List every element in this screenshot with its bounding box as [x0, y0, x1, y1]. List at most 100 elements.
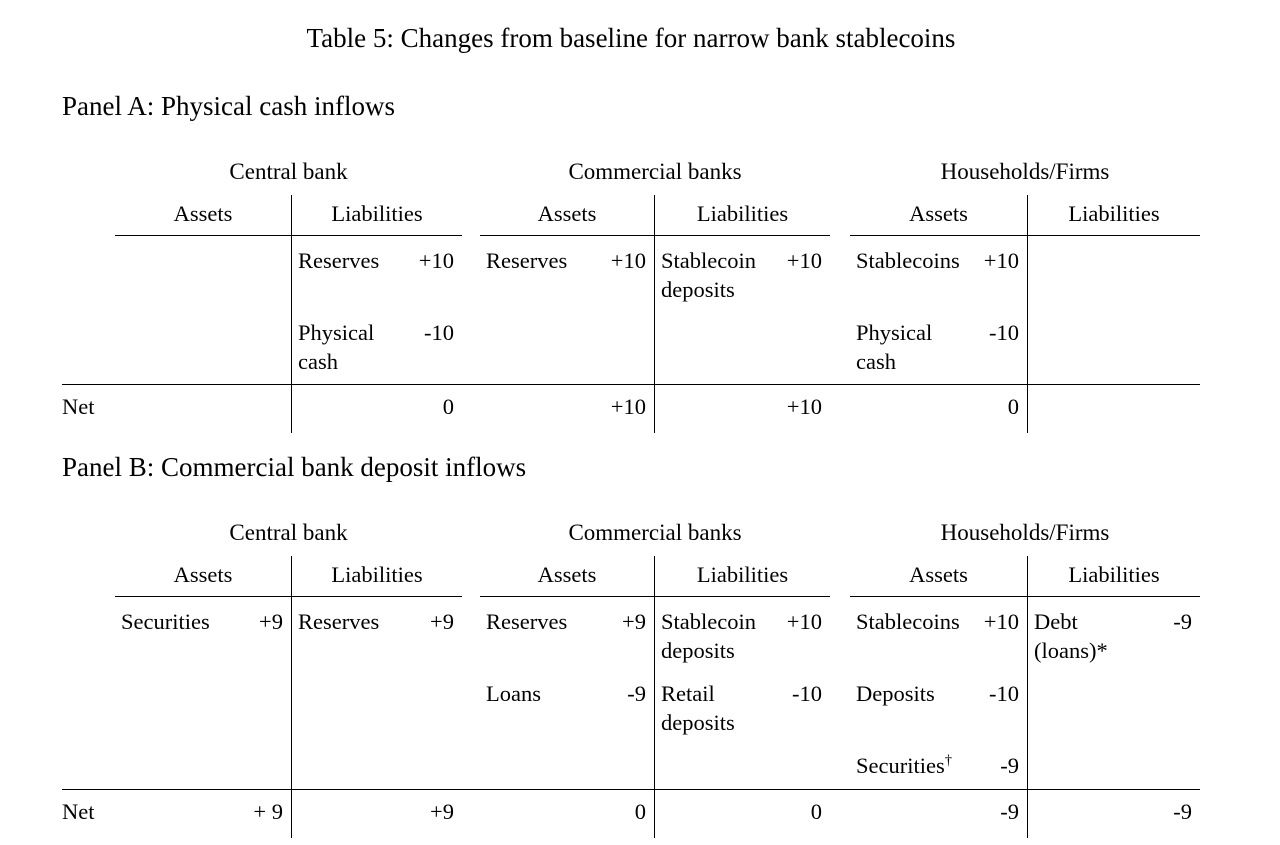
panel-a-heading: Panel A: Physical cash inflows [62, 90, 395, 121]
entry-name-line: Stablecoin [661, 609, 756, 635]
entry: Deposits -10 [856, 680, 1019, 708]
entry-name: Reserves [486, 247, 567, 275]
entry-name-line: Stablecoin [661, 248, 756, 274]
panel-b-balance-sheet: Central bank Commercial banks Households/F… [62, 519, 1200, 838]
liabilities-cell: Debt (loans)* -9 [1028, 597, 1200, 669]
entry-name-line: Physical [856, 320, 933, 346]
assets-cell: Stablecoins +10 [850, 236, 1028, 309]
assets-cell: Physical cash -10 [850, 308, 1028, 384]
net-value [115, 383, 292, 433]
entry: Stablecoin deposits +10 [661, 608, 822, 664]
liabilities-cell [292, 669, 462, 741]
column-header-liabilities: Liabilities [1028, 195, 1200, 237]
group-title: Commercial banks [568, 158, 742, 184]
assets-cell: Reserves +10 [480, 236, 655, 309]
net-rule-gap [462, 383, 480, 433]
entry-name-line: Reserves [486, 609, 568, 635]
assets-cell [480, 741, 655, 789]
net-value: 0 [292, 383, 462, 433]
entry-value: +9 [259, 609, 283, 635]
entry-name-line: (loans)* [1034, 637, 1108, 663]
net-value: 0 [480, 788, 655, 838]
entry-value: +10 [786, 248, 822, 274]
entry-name-line: Reserves [486, 248, 568, 274]
entry-name-line: Reserves [298, 248, 380, 274]
entry-name-line: Stablecoins [856, 248, 960, 274]
entry-value: +10 [983, 248, 1019, 274]
entry: Debt (loans)* -9 [1034, 608, 1192, 664]
assets-cell [115, 236, 292, 309]
entry-name-line: Securities [121, 609, 210, 635]
net-value [1028, 383, 1200, 433]
group-title: Central bank [229, 158, 348, 184]
net-label: Net [62, 788, 115, 838]
entry-name: Stablecoins [856, 247, 960, 275]
net-value: +10 [655, 383, 830, 433]
net-value: 0 [850, 383, 1028, 433]
entry: Stablecoins +10 [856, 608, 1019, 636]
panel-a: Panel A: Physical cash inflows Central b… [62, 90, 1200, 433]
entry-name: Loans [486, 680, 541, 708]
entry-value: -9 [1000, 753, 1019, 779]
net-rule-gap [462, 788, 480, 838]
entry-value: +10 [610, 248, 646, 274]
net-label: Net [62, 383, 115, 433]
assets-cell [480, 308, 655, 384]
column-header-liabilities: Liabilities [292, 556, 462, 598]
entry-name: Stablecoins [856, 608, 960, 636]
entry-name: Reserves [298, 608, 379, 636]
entry-name: Reserves [298, 247, 379, 275]
column-header-assets: Assets [850, 556, 1028, 598]
liabilities-cell [1028, 308, 1200, 383]
column-header-assets: Assets [480, 556, 655, 598]
liabilities-cell: Stablecoin deposits +10 [655, 597, 830, 669]
table-title: Table 5: Changes from baseline for narro… [306, 23, 956, 53]
column-header-assets: Assets [115, 195, 292, 237]
net-value: -9 [850, 788, 1028, 838]
column-header-liabilities: Liabilities [292, 195, 462, 237]
footnote-marker: † [944, 752, 953, 769]
net-value: +10 [480, 383, 655, 433]
entry-name-line: Physical [298, 320, 375, 346]
net-rule-gap [830, 383, 850, 433]
liabilities-cell: Stablecoin deposits +10 [655, 236, 830, 308]
panel-a-balance-sheet: Central bank Commercial banks Households/F… [62, 158, 1200, 433]
panel-b: Panel B: Commercial bank deposit inflows… [62, 451, 1200, 838]
entry-value: +10 [983, 609, 1019, 635]
entry: Physical cash -10 [298, 319, 454, 375]
group-title: Central bank [229, 519, 348, 545]
assets-cell: Stablecoins +10 [850, 597, 1028, 670]
column-header-assets: Assets [480, 195, 655, 237]
assets-cell [115, 669, 292, 742]
entry-name-line: Retail [661, 681, 715, 707]
net-value: 0 [655, 788, 830, 838]
entry-value: -10 [989, 681, 1019, 707]
column-header-assets: Assets [115, 556, 292, 598]
liabilities-cell [1028, 669, 1200, 741]
assets-cell [115, 308, 292, 384]
assets-cell: Securities† -9 [850, 741, 1028, 789]
assets-cell: Securities +9 [115, 597, 292, 670]
entry-value: +9 [622, 609, 646, 635]
assets-cell: Reserves +9 [480, 597, 655, 670]
entry-name-line: Reserves [298, 609, 380, 635]
entry: Physical cash -10 [856, 319, 1019, 375]
assets-cell: Deposits -10 [850, 669, 1028, 742]
entry-name-line: Stablecoins [856, 609, 960, 635]
entry-value: -9 [627, 681, 646, 707]
entry-value: -10 [792, 681, 822, 707]
assets-cell: Loans -9 [480, 669, 655, 742]
entry-name: Securities [121, 608, 210, 636]
entry-name: Securities† [856, 752, 952, 780]
liabilities-cell [655, 308, 830, 383]
column-header-liabilities: Liabilities [655, 556, 830, 598]
entry: Reserves +9 [298, 608, 454, 636]
entry-name: Stablecoin deposits [661, 247, 756, 303]
entry-name-line: Debt [1034, 609, 1078, 635]
group-title: Commercial banks [568, 519, 742, 545]
liabilities-cell [655, 741, 830, 788]
entry-value: -10 [424, 320, 454, 346]
column-header-assets: Assets [850, 195, 1028, 237]
entry-name: Reserves [486, 608, 567, 636]
liabilities-cell [1028, 741, 1200, 788]
